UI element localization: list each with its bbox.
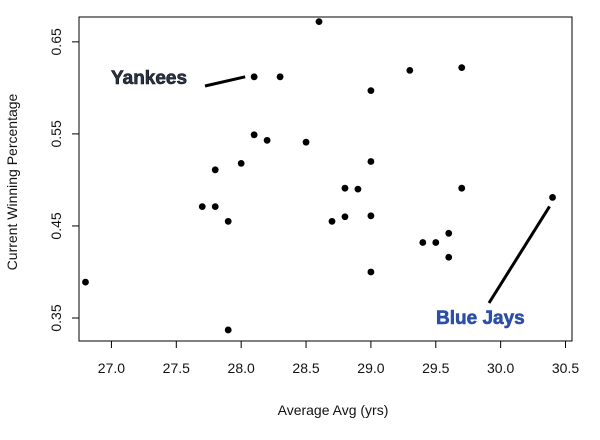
data-point [419,239,427,246]
data-point [458,64,466,72]
data-point [276,73,284,81]
data-point [367,158,375,165]
data-point [354,185,362,193]
blue-jays-annotation-line [487,205,551,304]
x-tick-label: 27.0 [98,360,125,376]
data-point [445,229,453,237]
data-point [432,239,440,246]
x-tick-label: 29.0 [357,360,384,376]
data-point [341,213,349,221]
data-point [82,278,89,286]
y-tick-label: 0.65 [48,28,64,55]
data-point [328,217,336,225]
data-point [250,73,258,81]
y-tick-label: 0.35 [48,304,64,331]
data-point [224,217,232,225]
data-point [250,131,258,139]
data-points [82,18,556,334]
data-point [224,326,232,334]
y-tick-label: 0.45 [48,212,64,239]
data-point [211,166,219,174]
y-axis: 0.35 0.45 0.55 0.65 [48,28,79,332]
data-point [341,184,349,192]
data-point [198,203,206,211]
x-tick-label: 29.5 [422,360,449,376]
x-axis: 27.0 27.5 28.0 28.5 29.0 29.5 30.0 30.5 [98,341,579,376]
data-point [263,136,271,144]
y-tick-label: 0.55 [48,120,64,147]
data-point [302,138,310,146]
yankees-annotation-label: Yankees [111,68,187,89]
data-point [237,159,245,167]
annotations: Yankees Blue Jays [111,68,551,329]
x-tick-label: 28.0 [228,360,255,376]
data-point [367,268,375,276]
yankees-annotation-line [204,75,246,88]
data-point [315,18,323,26]
x-tick-label: 27.5 [163,360,190,376]
data-point [549,194,556,201]
x-tick-label: 28.5 [292,360,319,376]
data-point [458,184,466,192]
x-tick-label: 30.5 [552,360,579,376]
data-point [211,203,219,211]
x-axis-label: Average Avg (yrs) [278,402,389,418]
y-axis-label: Current Winning Percentage [4,93,20,270]
blue-jays-annotation-label: Blue Jays [436,308,525,329]
data-point [367,212,375,220]
plot-frame [78,16,573,342]
data-point [445,253,453,261]
data-point [406,66,414,74]
data-point [367,87,375,95]
x-tick-label: 30.0 [487,360,514,376]
